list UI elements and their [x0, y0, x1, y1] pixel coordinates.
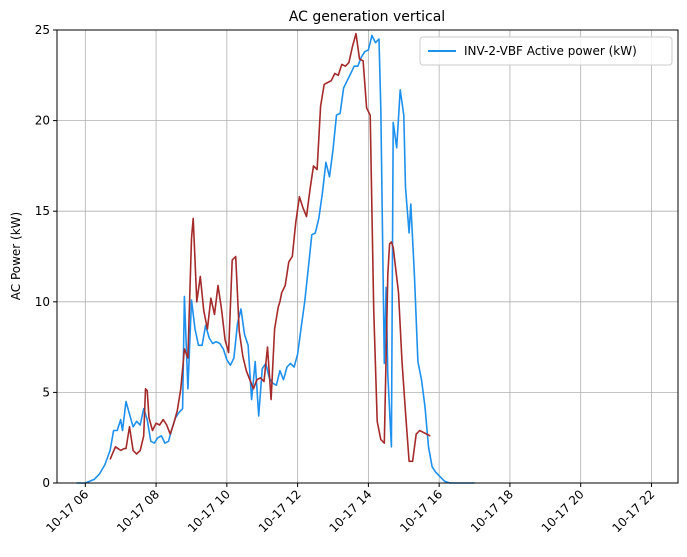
plot-frame: [56, 29, 679, 484]
series-layer: [76, 32, 475, 484]
legend: INV-2-VBF Active power (kW): [419, 36, 673, 66]
y-tick-label: 5: [42, 385, 50, 399]
grid: [57, 29, 678, 484]
y-axis-title: AC Power (kW): [9, 212, 23, 300]
legend-label-series-0: INV-2-VBF Active power (kW): [464, 44, 637, 58]
y-tick-label: 25: [35, 23, 50, 37]
y-axis: 0 5 10 15 20 25: [35, 23, 57, 490]
series-line-0: [76, 34, 475, 484]
y-tick-label: 20: [35, 114, 50, 128]
legend-box: [419, 36, 673, 66]
y-tick-label: 0: [42, 476, 50, 490]
y-tick-label: 10: [35, 295, 50, 309]
y-tick-label: 15: [35, 204, 50, 218]
series-line-1: [109, 32, 431, 463]
chart-title: AC generation vertical: [289, 9, 445, 25]
